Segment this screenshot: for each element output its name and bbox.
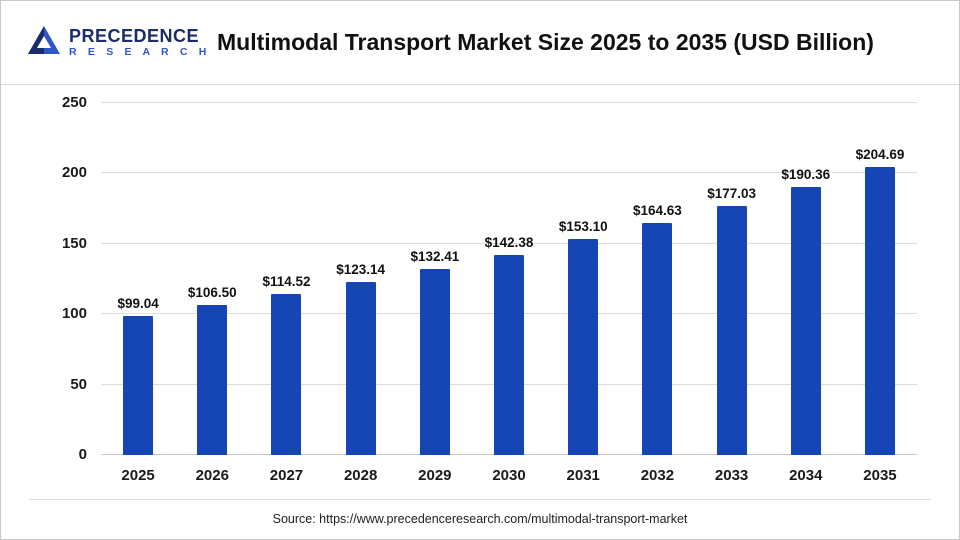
- bar-column: $114.52 2027: [249, 103, 323, 495]
- bar-column: $177.03 2033: [695, 103, 769, 495]
- logo-line1: PRECEDENCE: [69, 25, 200, 46]
- gridline: [101, 102, 917, 103]
- x-axis-label: 2033: [714, 467, 749, 484]
- bar-chart: 0 50 100 150 200 250 $99.04 2025 $106.50 2026 $11…: [29, 94, 931, 495]
- bar-column: $153.10 2031: [546, 103, 620, 495]
- bar: [419, 268, 450, 455]
- bar-column: $99.04 2025: [101, 103, 175, 495]
- logo-text: PRECEDENCE R E S E A R C H: [69, 25, 211, 59]
- bar-column: $204.69 2035: [843, 103, 917, 495]
- bar: [716, 205, 747, 455]
- gridline: [101, 172, 917, 174]
- bar-value-label: $123.14: [336, 261, 386, 277]
- bar-column: $132.41 2029: [398, 103, 472, 495]
- logo-mountain-icon: [27, 25, 61, 60]
- bar-value-label: $204.69: [855, 146, 905, 162]
- bar-value-label: $132.41: [410, 248, 460, 264]
- bar-value-label: $106.50: [187, 285, 237, 301]
- bar: [345, 281, 376, 455]
- bar-value-label: $99.04: [117, 295, 159, 311]
- bar: [864, 166, 895, 455]
- bars-layer: $99.04 2025 $106.50 2026 $114.52 2027 $123.14 2…: [101, 103, 917, 495]
- logo-line2: R E S E A R C H: [69, 46, 211, 59]
- x-axis-label: 2027: [269, 467, 304, 484]
- x-axis-label: 2032: [640, 467, 675, 484]
- bar-column: $164.63 2032: [620, 103, 694, 495]
- x-axis-label: 2029: [418, 467, 452, 484]
- page-title: Multimodal Transport Market Size 2025 to…: [217, 29, 874, 55]
- x-axis-label: 2035: [863, 467, 897, 484]
- header: PRECEDENCE R E S E A R C H Multimodal Tr…: [1, 1, 959, 85]
- bar: [568, 239, 599, 455]
- y-axis-tick-label: 50: [70, 375, 87, 393]
- x-axis-label: 2034: [789, 467, 823, 484]
- bar-column: $123.14 2028: [324, 103, 398, 495]
- x-axis-label: 2026: [195, 467, 229, 484]
- bar: [123, 315, 154, 455]
- bar-value-label: $177.03: [707, 185, 756, 201]
- y-axis-tick-label: 100: [61, 305, 87, 323]
- logo: PRECEDENCE R E S E A R C H: [27, 25, 217, 60]
- bar: [197, 305, 228, 455]
- footer: Source: https://www.precedenceresearch.c…: [29, 499, 931, 526]
- bar-value-label: $164.63: [633, 203, 682, 219]
- bar: [790, 186, 821, 455]
- bar-value-label: $153.10: [558, 219, 608, 235]
- bar-column: $190.36 2034: [769, 103, 843, 495]
- x-axis-label: 2028: [343, 467, 378, 484]
- bar-value-label: $114.52: [262, 273, 311, 289]
- gridline: [101, 242, 917, 244]
- y-axis-tick-label: 200: [61, 164, 87, 182]
- x-axis-label: 2030: [492, 467, 526, 484]
- y-axis-tick-label: 250: [61, 94, 87, 111]
- y-axis-tick-label: 0: [78, 446, 87, 463]
- bar-value-label: $190.36: [781, 166, 831, 182]
- y-axis-tick-label: 150: [61, 234, 87, 252]
- bar-column: $142.38 2030: [472, 103, 546, 495]
- y-axis: 0 50 100 150 200 250: [29, 94, 87, 463]
- bar-value-label: $142.38: [484, 234, 534, 250]
- bar-column: $106.50 2026: [175, 103, 249, 495]
- bar: [271, 293, 302, 455]
- bar: [494, 254, 525, 455]
- x-axis-label: 2025: [121, 467, 155, 484]
- bar: [642, 223, 673, 455]
- source-text: Source: https://www.precedenceresearch.c…: [272, 512, 688, 526]
- x-axis-label: 2031: [566, 467, 600, 484]
